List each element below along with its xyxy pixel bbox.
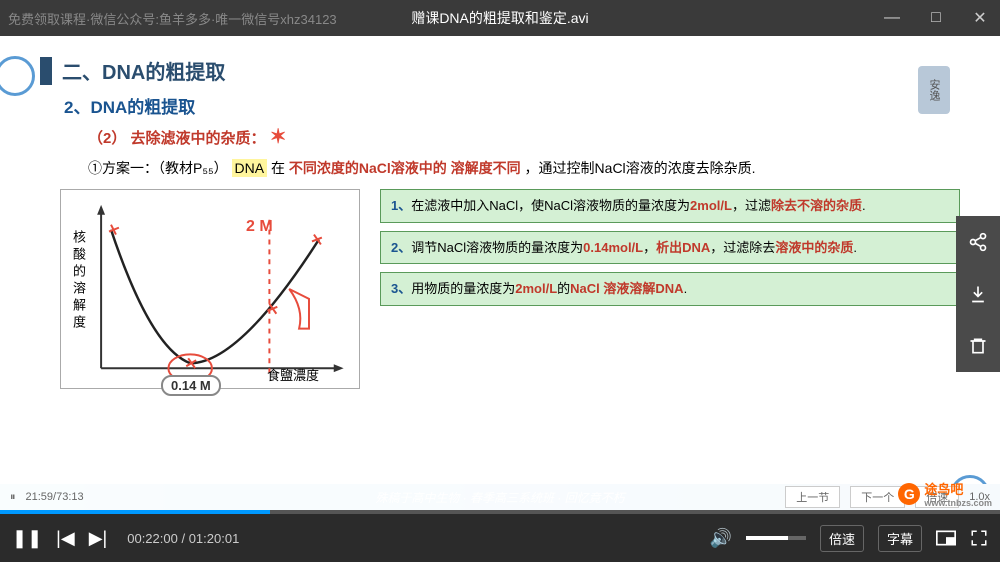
time-sep: / bbox=[181, 531, 188, 546]
star-icon: ✶ bbox=[270, 126, 287, 148]
time-current: 00:22:00 bbox=[127, 531, 178, 546]
volume-icon[interactable]: 🔊 bbox=[710, 528, 732, 549]
window-title: 赠课DNA的粗提取和鉴定.avi bbox=[411, 8, 588, 28]
maximize-button[interactable]: □ bbox=[924, 6, 948, 30]
info-box: 1、在滤液中加入NaCl，使NaCl溶液物质的量浓度为2mol/L，过滤除去不溶… bbox=[380, 189, 960, 223]
background-promo-text: 免费领取课程·微信公众号:鱼羊多多·唯一微信号xhz34123 bbox=[8, 9, 337, 28]
download-icon[interactable] bbox=[956, 268, 1000, 320]
prev-track-button[interactable]: |◀ bbox=[56, 528, 75, 549]
body-dna-highlight: DNA bbox=[232, 159, 268, 177]
slide-title: 二、DNA的粗提取 bbox=[62, 56, 225, 85]
slide-subtitle: 2、DNA的粗提取 bbox=[64, 93, 960, 118]
subtitle2-text: 去除滤液中的杂质： bbox=[131, 130, 266, 147]
sub-prev-button[interactable]: 上一节 bbox=[785, 486, 840, 508]
solubility-chart: 核酸的溶解度 食鹽濃度 0.14 M 2 M bbox=[60, 189, 360, 389]
volume-slider[interactable] bbox=[746, 536, 806, 540]
header-accent-bar bbox=[40, 57, 52, 85]
body-red2: 溶解度不同 bbox=[451, 160, 521, 176]
right-toolbar bbox=[956, 216, 1000, 372]
subtitle2-num: （2） bbox=[88, 130, 126, 147]
body-text: ①方案一：（教材P₅₅） DNA 在 不同浓度的NaCl溶液中的 溶解度不同 ，… bbox=[88, 157, 960, 179]
info-box: 3、用物质的量浓度为2mol/L的NaCl 溶液溶解DNA. bbox=[380, 272, 960, 306]
slide-subtitle2: （2） 去除滤液中的杂质： ✶ bbox=[88, 124, 960, 149]
video-viewport[interactable]: 二、DNA的粗提取 安逸 2、DNA的粗提取 （2） 去除滤液中的杂质： ✶ ①… bbox=[0, 36, 1000, 510]
slide-content: 二、DNA的粗提取 安逸 2、DNA的粗提取 （2） 去除滤液中的杂质： ✶ ①… bbox=[0, 36, 1000, 510]
logo-url: www.tnbzs.com bbox=[924, 498, 992, 508]
slide-header: 二、DNA的粗提取 bbox=[40, 56, 960, 85]
chart-y-label: 核酸的溶解度 bbox=[69, 230, 88, 332]
time-display: 00:22:00 / 01:20:01 bbox=[127, 531, 239, 546]
logo-text: 途鸟吧 bbox=[924, 479, 992, 498]
minimize-button[interactable]: — bbox=[880, 6, 904, 30]
watermark-logo: G 途鸟吧 www.tnbzs.com bbox=[898, 479, 992, 508]
close-button[interactable]: ✕ bbox=[968, 6, 992, 30]
share-icon[interactable] bbox=[956, 216, 1000, 268]
titlebar: 免费领取课程·微信公众号:鱼羊多多·唯一微信号xhz34123 赠课DNA的粗提… bbox=[0, 0, 1000, 36]
logo-badge-icon: G bbox=[898, 483, 920, 505]
content-row: 核酸的溶解度 食鹽濃度 0.14 M 2 M 1、在滤液中加入NaCl，使NaC… bbox=[60, 189, 960, 389]
body-mid1: 在 bbox=[271, 160, 285, 176]
next-track-button[interactable]: ▶| bbox=[89, 528, 108, 549]
play-pause-button[interactable]: ❚❚ bbox=[12, 528, 42, 549]
sub-play-icon[interactable]: ⏸ bbox=[10, 491, 16, 504]
speed-button[interactable]: 倍速 bbox=[820, 525, 864, 552]
side-label: 安逸 bbox=[918, 66, 950, 114]
body-red1: 不同浓度的NaCl溶液中的 bbox=[289, 160, 447, 176]
time-total: 01:20:01 bbox=[189, 531, 240, 546]
pip-icon[interactable] bbox=[936, 530, 956, 546]
app-window: 免费领取课程·微信公众号:鱼羊多多·唯一微信号xhz34123 赠课DNA的粗提… bbox=[0, 0, 1000, 562]
player-controls: ❚❚ |◀ ▶| 00:22:00 / 01:20:01 🔊 倍速 字幕 bbox=[0, 514, 1000, 562]
sub-time: 21:59/73:13 bbox=[26, 491, 84, 503]
fullscreen-icon[interactable] bbox=[970, 529, 988, 547]
trash-icon[interactable] bbox=[956, 320, 1000, 372]
chart-x-label: 食鹽濃度 bbox=[267, 365, 319, 384]
decoration-circle bbox=[0, 56, 35, 96]
info-box: 2、调节NaCl溶液物质的量浓度为0.14mol/L，析出DNA，过滤除去溶液中… bbox=[380, 231, 960, 265]
body-mid2: ，通过控制NaCl溶液的浓度去除杂质. bbox=[525, 160, 756, 176]
info-boxes: 1、在滤液中加入NaCl，使NaCl溶液物质的量浓度为2mol/L，过滤除去不溶… bbox=[380, 189, 960, 389]
subtitle-button[interactable]: 字幕 bbox=[878, 525, 922, 552]
sub-next-button[interactable]: 下一个 bbox=[850, 486, 905, 508]
body-prefix: ①方案一：（教材P₅₅） bbox=[88, 160, 228, 176]
chart-svg bbox=[61, 190, 359, 388]
sub-control-bar: ⏸ 21:59/73:13 上一节 下一个 倍速 1.0x G 途鸟吧 www.… bbox=[0, 484, 1000, 510]
window-controls: — □ ✕ bbox=[880, 6, 992, 30]
